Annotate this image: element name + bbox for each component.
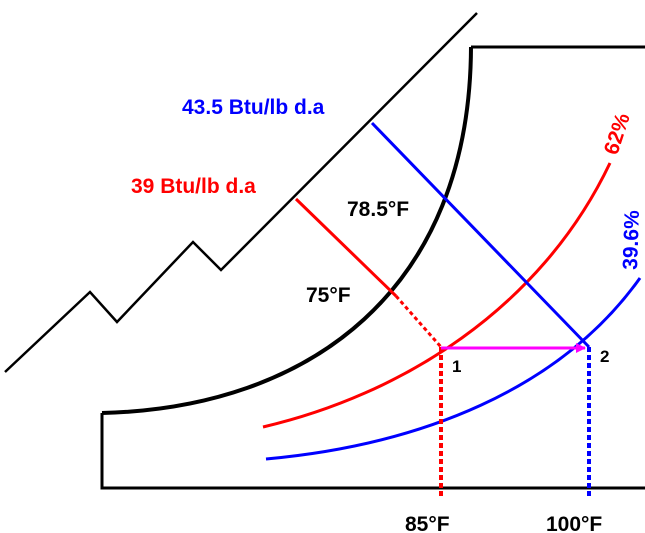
state-label-2: 2 <box>600 347 609 366</box>
dry-bulb-label-85: 85°F <box>405 513 450 533</box>
dry-bulb-label-100: 100°F <box>546 513 602 533</box>
rh-label-62: 62% <box>600 110 635 157</box>
wet-bulb-label-78-5: 78.5°F <box>347 198 409 221</box>
enthalpy-line-39 <box>294 197 398 298</box>
enthalpy-line-43-5 <box>370 121 591 349</box>
state-label-1: 1 <box>452 357 461 376</box>
rh-curve-39-6 <box>265 277 642 461</box>
rh-label-39-6: 39.6% <box>619 210 644 271</box>
enthalpy-label-43-5: 43.5 Btu/lb d.a <box>182 96 325 119</box>
saturation-curve <box>101 46 473 415</box>
enthalpy-scale-edge <box>4 12 478 373</box>
wet-bulb-label-75: 75°F <box>306 284 351 307</box>
chart-frame <box>100 45 645 490</box>
enthalpy-label-39: 39 Btu/lb d.a <box>131 175 256 198</box>
rh-curve-62 <box>262 162 612 429</box>
enthalpy-line-39-extension <box>394 295 443 348</box>
